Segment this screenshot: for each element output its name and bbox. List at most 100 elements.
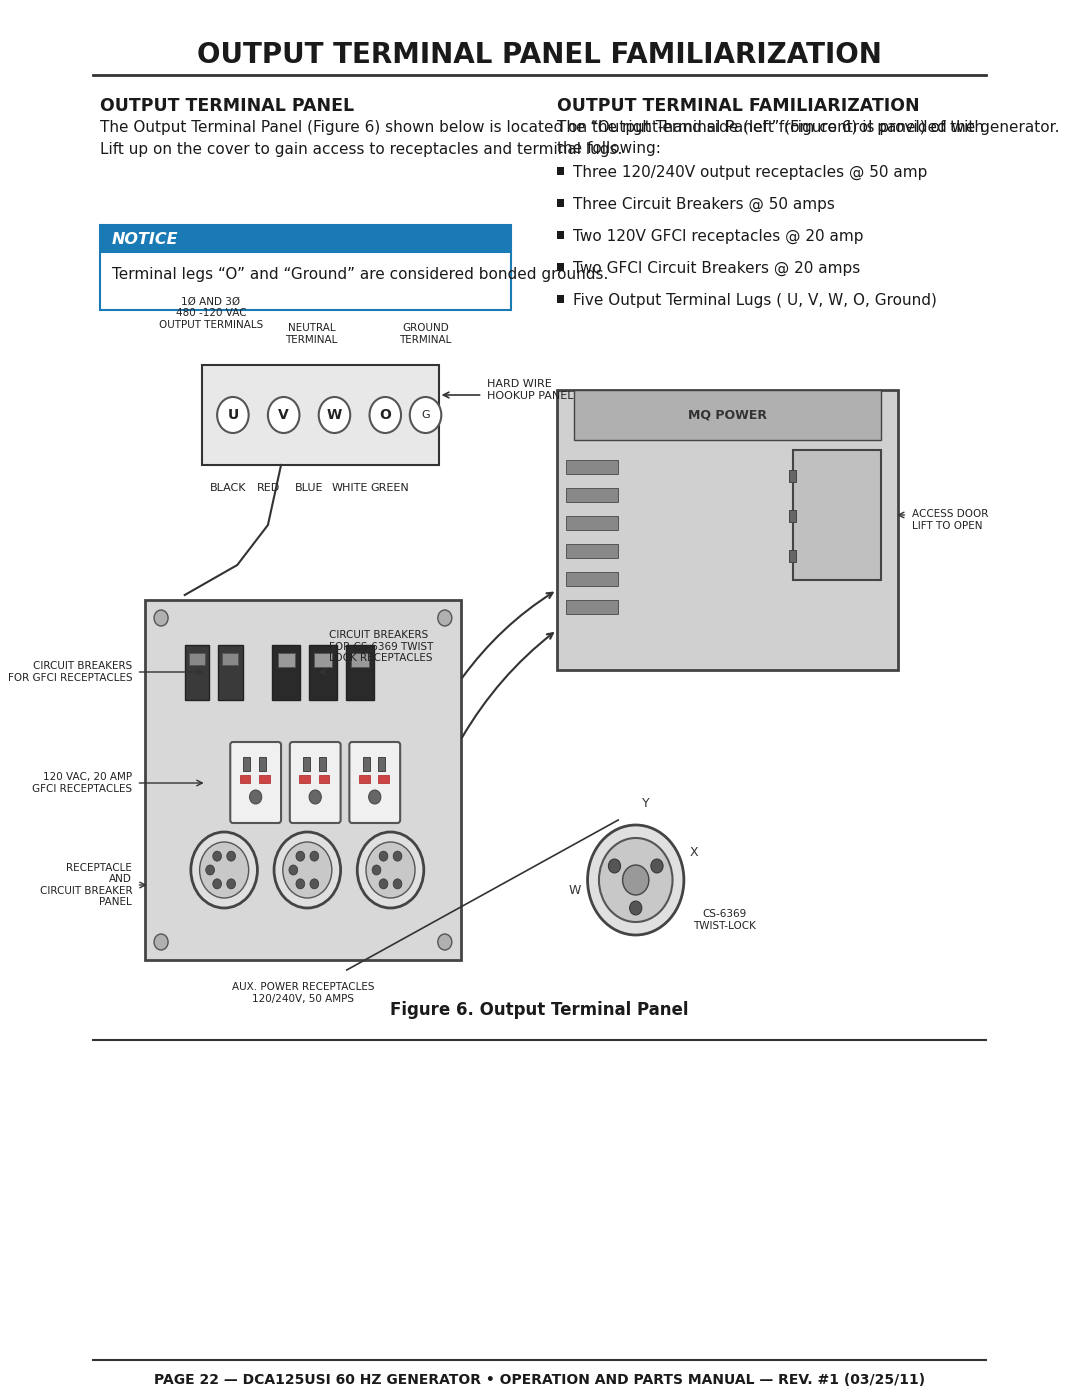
Circle shape	[283, 842, 332, 898]
Text: Two GFCI Circuit Breakers @ 20 amps: Two GFCI Circuit Breakers @ 20 amps	[572, 260, 860, 275]
Bar	[566, 460, 618, 474]
Bar	[189, 652, 205, 665]
Circle shape	[599, 838, 673, 922]
Text: 1Ø AND 3Ø
480 -120 VAC
OUTPUT TERMINALS: 1Ø AND 3Ø 480 -120 VAC OUTPUT TERMINALS	[159, 296, 264, 330]
Bar	[351, 652, 368, 666]
Text: Three Circuit Breakers @ 50 amps: Three Circuit Breakers @ 50 amps	[572, 197, 835, 211]
Text: HARD WIRE
HOOKUP PANEL: HARD WIRE HOOKUP PANEL	[487, 379, 573, 401]
Text: W: W	[569, 883, 581, 897]
Bar	[319, 775, 329, 782]
Bar	[789, 510, 796, 522]
Text: MQ POWER: MQ POWER	[688, 408, 767, 422]
FancyBboxPatch shape	[289, 742, 340, 823]
Text: 120 VAC, 20 AMP
GFCI RECEPTACLES: 120 VAC, 20 AMP GFCI RECEPTACLES	[32, 773, 132, 793]
Text: AUX. POWER RECEPTACLES
120/240V, 50 AMPS: AUX. POWER RECEPTACLES 120/240V, 50 AMPS	[232, 982, 374, 1003]
Text: G: G	[421, 409, 430, 420]
Circle shape	[217, 397, 248, 433]
Text: X: X	[690, 845, 699, 859]
Text: ACCESS DOOR
LIFT TO OPEN: ACCESS DOOR LIFT TO OPEN	[912, 509, 988, 531]
Text: OUTPUT TERMINAL FAMILIARIZATION: OUTPUT TERMINAL FAMILIARIZATION	[557, 96, 919, 115]
Circle shape	[379, 879, 388, 888]
Circle shape	[366, 842, 415, 898]
Text: CIRCUIT BREAKERS
FOR CS-6369 TWIST
LOCK RECEPTACLES: CIRCUIT BREAKERS FOR CS-6369 TWIST LOCK …	[329, 630, 433, 664]
Text: GROUND
TERMINAL: GROUND TERMINAL	[400, 323, 451, 345]
Bar	[378, 775, 389, 782]
Bar	[309, 645, 337, 700]
Circle shape	[206, 865, 215, 875]
Bar	[557, 295, 564, 303]
Bar	[566, 515, 618, 529]
Bar	[575, 390, 881, 440]
Circle shape	[437, 935, 451, 950]
Text: RED: RED	[257, 483, 281, 493]
Bar	[259, 757, 266, 771]
Bar	[566, 571, 618, 585]
Bar	[359, 775, 369, 782]
Circle shape	[191, 833, 257, 908]
Text: The Output Terminal Panel (Figure 6) shown below is located on the right-hand si: The Output Terminal Panel (Figure 6) sho…	[99, 120, 1059, 156]
Text: OUTPUT TERMINAL PANEL FAMILIARIZATION: OUTPUT TERMINAL PANEL FAMILIARIZATION	[197, 41, 882, 68]
Text: GREEN: GREEN	[370, 483, 409, 493]
Circle shape	[373, 865, 381, 875]
Circle shape	[310, 851, 319, 861]
Circle shape	[588, 826, 684, 935]
Circle shape	[319, 397, 350, 433]
Bar	[185, 645, 210, 700]
Circle shape	[357, 833, 423, 908]
Circle shape	[409, 397, 442, 433]
Text: V: V	[279, 408, 289, 422]
Bar	[272, 645, 300, 700]
Circle shape	[608, 859, 621, 873]
Circle shape	[249, 789, 261, 805]
Text: PAGE 22 — DCA125USI 60 HZ GENERATOR • OPERATION AND PARTS MANUAL — REV. #1 (03/2: PAGE 22 — DCA125USI 60 HZ GENERATOR • OP…	[153, 1373, 924, 1387]
Text: BLACK: BLACK	[211, 483, 246, 493]
Text: Terminal legs “O” and “Ground” are considered bonded grounds.: Terminal legs “O” and “Ground” are consi…	[112, 267, 608, 282]
Text: Y: Y	[643, 798, 650, 810]
Bar	[259, 775, 270, 782]
Bar	[222, 652, 239, 665]
Bar	[314, 652, 332, 666]
Circle shape	[227, 851, 235, 861]
Circle shape	[213, 851, 221, 861]
FancyBboxPatch shape	[99, 225, 511, 310]
Circle shape	[296, 851, 305, 861]
Bar	[346, 645, 374, 700]
Text: NEUTRAL
TERMINAL: NEUTRAL TERMINAL	[285, 323, 338, 345]
Text: OUTPUT TERMINAL PANEL: OUTPUT TERMINAL PANEL	[99, 96, 354, 115]
Bar	[566, 488, 618, 502]
Bar	[378, 757, 386, 771]
Circle shape	[213, 879, 221, 888]
Bar	[243, 757, 251, 771]
Circle shape	[393, 879, 402, 888]
Circle shape	[393, 851, 402, 861]
Circle shape	[309, 789, 322, 805]
Circle shape	[154, 610, 168, 626]
Bar	[557, 263, 564, 271]
FancyBboxPatch shape	[349, 742, 401, 823]
Circle shape	[379, 851, 388, 861]
Bar	[218, 645, 243, 700]
Bar	[303, 757, 310, 771]
Bar	[363, 757, 369, 771]
Bar	[789, 550, 796, 562]
Text: W: W	[327, 408, 342, 422]
FancyBboxPatch shape	[557, 390, 899, 671]
Bar	[99, 225, 511, 253]
Bar	[278, 652, 295, 666]
Bar	[789, 469, 796, 482]
Circle shape	[369, 397, 401, 433]
Circle shape	[154, 935, 168, 950]
Bar	[319, 757, 326, 771]
Bar	[566, 543, 618, 557]
Text: Three 120/240V output receptacles @ 50 amp: Three 120/240V output receptacles @ 50 a…	[572, 165, 927, 180]
Circle shape	[296, 879, 305, 888]
Circle shape	[368, 789, 381, 805]
Bar	[557, 168, 564, 175]
Text: WHITE: WHITE	[332, 483, 367, 493]
Bar	[557, 198, 564, 207]
Text: CIRCUIT BREAKERS
FOR GFCI RECEPTACLES: CIRCUIT BREAKERS FOR GFCI RECEPTACLES	[8, 661, 132, 683]
Text: BLUE: BLUE	[295, 483, 323, 493]
Text: O: O	[379, 408, 391, 422]
Bar	[240, 775, 251, 782]
Circle shape	[437, 610, 451, 626]
